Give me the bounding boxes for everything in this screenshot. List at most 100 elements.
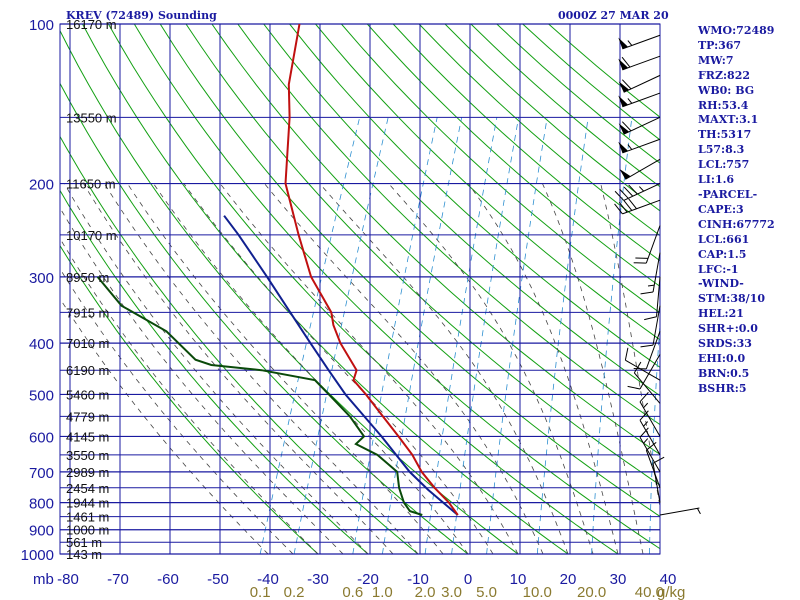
- height-label: 2454 m: [66, 481, 109, 496]
- index-item: RH:53.4: [698, 98, 749, 112]
- grid-lines: [59, 23, 661, 555]
- wind-barb: [633, 361, 661, 404]
- index-item: TH:5317: [698, 128, 752, 142]
- pressure-label: 900: [29, 523, 54, 540]
- mixing-ratio-line: [382, 117, 463, 554]
- temperature-tick-label: -70: [107, 571, 129, 588]
- wind-barb: [618, 55, 661, 71]
- index-item: LCL:661: [698, 232, 750, 246]
- pressure-label: 200: [29, 177, 54, 194]
- temperature-tick-labels: -80 -70 -60 -50 -40 -30 -20 -10 0 10 20 30 40: [57, 571, 676, 588]
- temperature-tick-label: 30: [610, 571, 627, 588]
- index-item: LI:1.6: [698, 173, 735, 187]
- wind-barb: [614, 198, 661, 215]
- wind-barb: [639, 410, 661, 456]
- stability-indices-panel: WMO:72489 TP:367 MW:7 FRZ:822 WB0: BG RH:53.4…: [698, 24, 775, 397]
- mixing-ratio-line: [259, 117, 361, 554]
- index-item: CAPE:3: [698, 202, 744, 216]
- index-item: BRN:0.5: [698, 366, 750, 380]
- parcel-line: [223, 215, 459, 516]
- mixing-ratio-tick-label: 5.0: [476, 584, 497, 600]
- index-item: HEL:21: [698, 307, 744, 321]
- pressure-label: 100: [29, 17, 54, 34]
- temperature-tick-label: -50: [207, 571, 229, 588]
- dry-adiabat-line: [82, 24, 569, 554]
- wind-barb: [639, 427, 661, 473]
- mixing-ratio-tick-label: 0.6: [342, 584, 363, 600]
- plot-frame: [59, 23, 661, 555]
- wind-barb: [644, 276, 661, 321]
- height-label: 1000 m: [66, 523, 109, 538]
- index-item: BSHR:5: [698, 381, 747, 395]
- height-labels: 16170 m 13550 m 11650 m 10170 m 8950 m 7915 m…: [66, 17, 117, 562]
- dry-adiabat-line: [263, 24, 660, 397]
- wind-barb: [618, 34, 661, 50]
- height-label: 143 m: [66, 547, 102, 562]
- dry-adiabat-line: [133, 24, 660, 550]
- mixing-ratio-line: [293, 117, 389, 554]
- height-label: 7915 m: [66, 305, 109, 320]
- pressure-label: 800: [29, 496, 54, 513]
- temperature-line: [284, 24, 459, 516]
- height-label: 7010 m: [66, 336, 109, 351]
- height-label: 3550 m: [66, 448, 109, 463]
- wind-barb: [652, 456, 665, 503]
- mixing-ratio-line: [591, 117, 633, 554]
- pressure-label: 700: [29, 465, 54, 482]
- dry-adiabat-line: [341, 24, 660, 314]
- temperature-tick-label: -20: [357, 571, 379, 588]
- pressure-label: 1000: [21, 547, 54, 564]
- wind-barb: [633, 225, 661, 264]
- pressure-unit-label: mb: [33, 571, 54, 588]
- moist-adiabat-line: [127, 183, 444, 554]
- moist-adiabat-line: [542, 183, 644, 554]
- temperature-trace: [284, 24, 459, 516]
- mixing-ratio-line: [424, 117, 498, 554]
- mixing-ratio-tick-label: 0.2: [284, 584, 305, 600]
- parcel-trace: [223, 215, 459, 516]
- height-label: 4145 m: [66, 429, 109, 444]
- wind-barb: [624, 347, 661, 381]
- height-label: 561 m: [66, 535, 102, 550]
- temperature-tick-label: -10: [407, 571, 429, 588]
- mixing-ratio-line: [536, 117, 589, 554]
- mixing-ratio-tick-labels: 0.1 0.2 0.6 1.0 2.0 3.0 5.0 10.0 20.0 40.0: [250, 584, 664, 600]
- temperature-tick-label: -60: [157, 571, 179, 588]
- wind-barb: [618, 74, 661, 93]
- height-label: 1461 m: [66, 510, 109, 525]
- index-item: CAP:1.5: [698, 247, 747, 261]
- index-item: -WIND-: [698, 277, 744, 291]
- height-label: 16170 m: [66, 17, 117, 32]
- height-label: 13550 m: [66, 110, 117, 125]
- height-label: 11650 m: [66, 177, 116, 192]
- height-label: 1944 m: [66, 496, 109, 511]
- height-label: 2989 m: [66, 465, 109, 480]
- index-item: L57:8.3: [698, 143, 745, 157]
- pressure-labels: 100 200 300 400 500 600 700 800 900 1000: [21, 17, 54, 564]
- index-item: FRZ:822: [698, 68, 751, 82]
- wind-barb: [640, 252, 661, 295]
- temperature-tick-label: 0: [464, 571, 472, 588]
- temperature-tick-label: 10: [510, 571, 527, 588]
- index-item: SHR+:0.0: [698, 322, 758, 336]
- wind-barb: [618, 138, 661, 154]
- dry-adiabat-line: [392, 24, 660, 262]
- dry-adiabat-line: [185, 24, 660, 486]
- moist-adiabat-line: [104, 183, 419, 554]
- index-item: TP:367: [698, 38, 742, 52]
- index-item: WMO:72489: [698, 24, 775, 37]
- height-label: 5460 m: [66, 387, 109, 402]
- station-title: KREV (72489) Sounding: [66, 9, 217, 22]
- dewpoint-line: [96, 276, 423, 516]
- dry-adiabat-line: [60, 244, 319, 554]
- index-item: SRDS:33: [698, 337, 752, 351]
- mixing-ratio-line: [451, 117, 519, 554]
- height-label: 10170 m: [66, 228, 117, 243]
- dry-adiabat-line: [60, 82, 469, 554]
- temperature-tick-label: 40: [660, 571, 677, 588]
- pressure-label: 300: [29, 270, 54, 287]
- dry-adiabat-line: [289, 24, 660, 368]
- temperature-tick-label: -80: [57, 571, 79, 588]
- moist-adiabat-line: [388, 183, 594, 554]
